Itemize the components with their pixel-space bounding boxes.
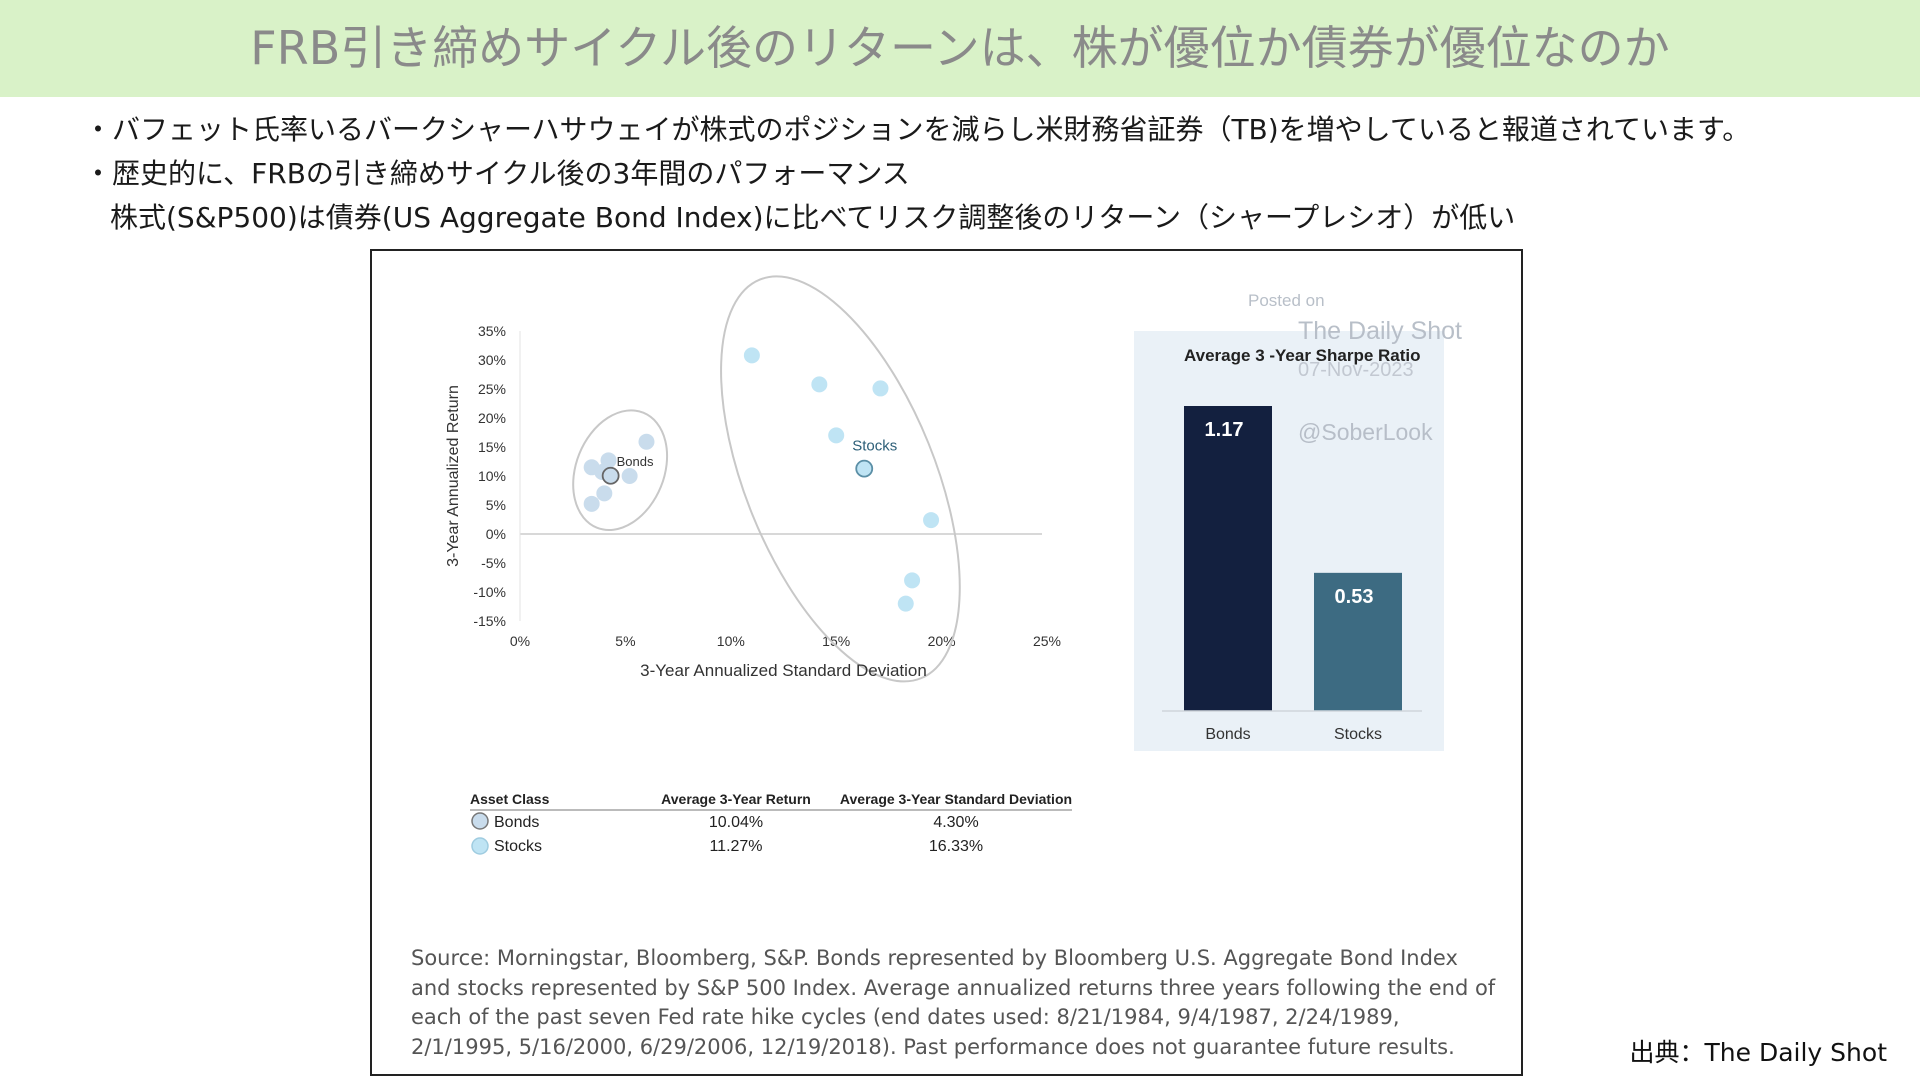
stocks-point <box>872 380 889 397</box>
y-tick-label: -10% <box>473 584 506 600</box>
stocks-annotation: Stocks <box>852 438 897 455</box>
stocks-average-point <box>855 459 874 478</box>
table-header-asset-class: Asset Class <box>470 791 550 807</box>
watermark-posted-on: Posted on <box>1248 291 1325 310</box>
scatter-chart: 35% 30% 25% 20% 15% 10% 5% 0% -5% -10% -15% 0% 5% 10… <box>445 275 1061 683</box>
x-tick-labels: 0% 5% 10% 15% 20% 25% <box>510 633 1061 649</box>
title-band: FRB引き締めサイクル後のリターンは、株が優位か債券が優位なのか <box>0 0 1920 97</box>
table-stocks-sd: 16.33% <box>929 838 983 855</box>
y-tick-label: 0% <box>486 526 506 542</box>
bullet-2-continued: 株式(S&P500)は債券(US Aggregate Bond Index)に比… <box>110 201 1516 234</box>
y-tick-label: 30% <box>478 352 506 368</box>
scatter-points <box>583 347 940 612</box>
bonds-point <box>600 452 617 469</box>
table-stocks-label: Stocks <box>494 838 542 855</box>
stocks-point <box>811 376 828 393</box>
table-bonds-return: 10.04% <box>709 814 763 831</box>
y-tick-label: 25% <box>478 381 506 397</box>
watermark: Posted on The Daily Shot 07-Nov-2023 @So… <box>1248 291 1462 445</box>
x-tick-label: 25% <box>1033 633 1061 649</box>
y-tick-label: 10% <box>478 468 506 484</box>
bar-category-label: Stocks <box>1334 726 1382 743</box>
x-tick-label: 20% <box>928 633 956 649</box>
bonds-annotation: Bonds <box>617 454 654 469</box>
watermark-date: 07-Nov-2023 <box>1298 359 1414 381</box>
table-bonds-marker <box>471 812 489 830</box>
bar-stocks <box>1314 572 1402 711</box>
bar-chart-title: Average 3 -Year Sharpe Ratio <box>1184 346 1421 365</box>
bonds-point <box>583 495 600 512</box>
stocks-point <box>828 427 845 444</box>
bars: 1.17 0.53 <box>1184 406 1402 711</box>
source-credit: 出典：The Daily Shot <box>1629 1038 1887 1067</box>
stocks-point <box>897 595 914 612</box>
y-tick-labels: 35% 30% 25% 20% 15% 10% 5% 0% -5% -10% -15% <box>473 323 506 629</box>
x-tick-label: 10% <box>717 633 745 649</box>
stocks-cluster-ellipse <box>720 275 961 683</box>
summary-table: Asset Class Average 3-Year Return Averag… <box>470 791 1072 855</box>
y-axis-label: 3-Year Annualized Return <box>445 385 462 567</box>
x-tick-label: 5% <box>615 633 635 649</box>
bonds-point <box>638 433 655 450</box>
bonds-point <box>596 485 613 502</box>
table-bonds-label: Bonds <box>494 814 539 831</box>
bar-bonds <box>1184 406 1272 711</box>
watermark-handle: @SoberLook <box>1298 419 1433 445</box>
table-header-avg-return: Average 3-Year Return <box>661 791 811 807</box>
stocks-point <box>923 512 940 529</box>
bonds-point <box>621 468 638 484</box>
bar-category-labels: Bonds Stocks <box>1205 726 1382 743</box>
stocks-point <box>904 572 921 589</box>
bonds-cluster-ellipse <box>572 409 669 532</box>
source-note: Source: Morningstar, Bloomberg, S&P. Bon… <box>411 946 1496 1059</box>
table-header-avg-sd: Average 3-Year Standard Deviation <box>840 791 1072 807</box>
bullet-1: ・バフェット氏率いるバークシャーハサウェイが株式のポジションを減らし米財務省証券… <box>84 113 1751 146</box>
bullet-2: ・歴史的に、FRBの引き締めサイクル後の3年間のパフォーマンス <box>84 157 910 190</box>
bar-value-label: 1.17 <box>1205 419 1244 441</box>
x-tick-label: 15% <box>822 633 850 649</box>
y-tick-label: -15% <box>473 613 506 629</box>
x-axis-label: 3-Year Annualized Standard Deviation <box>640 661 927 680</box>
y-tick-label: 20% <box>478 410 506 426</box>
bar-category-label: Bonds <box>1205 726 1250 743</box>
figure-frame: 35% 30% 25% 20% 15% 10% 5% 0% -5% -10% -15% 0% 5% 10… <box>370 249 1523 1076</box>
y-tick-label: 5% <box>486 497 506 513</box>
table-stocks-marker <box>471 837 489 855</box>
figure-svg: 35% 30% 25% 20% 15% 10% 5% 0% -5% -10% -15% 0% 5% 10… <box>445 275 1462 855</box>
stocks-point <box>743 347 760 364</box>
y-tick-label: -5% <box>481 555 506 571</box>
table-bonds-sd: 4.30% <box>933 814 978 831</box>
page-title: FRB引き締めサイクル後のリターンは、株が優位か債券が優位なのか <box>250 21 1670 75</box>
bar-value-label: 0.53 <box>1335 586 1374 608</box>
bullet-list: ・バフェット氏率いるバークシャーハサウェイが株式のポジションを減らし米財務省証券… <box>84 108 1884 240</box>
y-tick-label: 15% <box>478 439 506 455</box>
sharpe-ratio-bar-chart: Average 3 -Year Sharpe Ratio 1.17 0.53 Bo… <box>1134 331 1444 751</box>
y-tick-label: 35% <box>478 323 506 339</box>
bonds-average-point <box>601 466 620 485</box>
table-stocks-return: 11.27% <box>709 838 762 855</box>
x-tick-label: 0% <box>510 633 530 649</box>
watermark-site: The Daily Shot <box>1298 317 1462 345</box>
